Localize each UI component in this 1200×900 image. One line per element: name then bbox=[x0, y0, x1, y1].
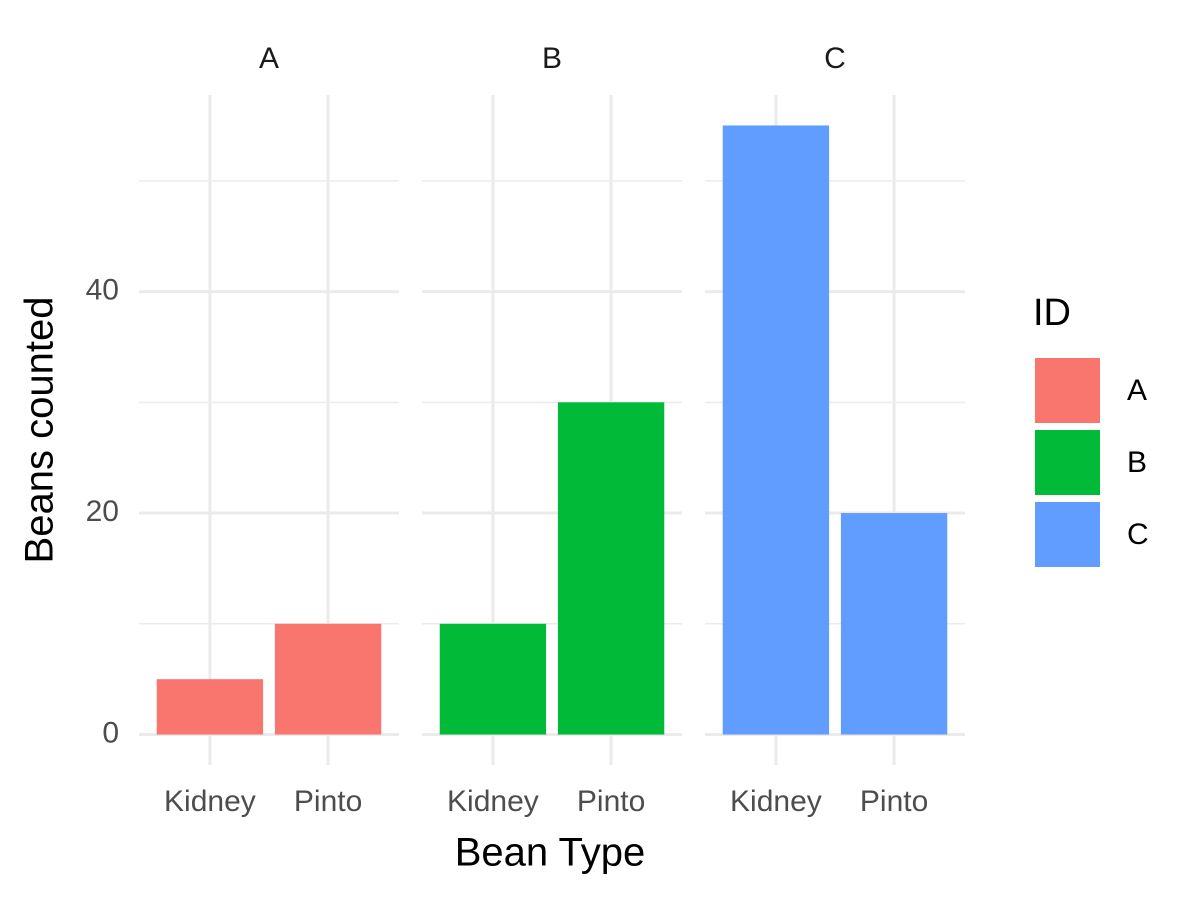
x-axis-title: Bean Type bbox=[455, 831, 646, 875]
legend-label: A bbox=[1127, 374, 1147, 407]
legend-label: B bbox=[1127, 446, 1147, 479]
x-tick-label: Kidney bbox=[164, 785, 256, 818]
y-tick-label: 0 bbox=[102, 716, 119, 749]
legend-title: ID bbox=[1033, 292, 1071, 334]
bar bbox=[557, 402, 665, 735]
bar bbox=[156, 679, 264, 735]
facet-title: A bbox=[259, 42, 279, 75]
legend-key bbox=[1035, 430, 1100, 495]
y-tick-label: 20 bbox=[86, 495, 119, 528]
legend-key bbox=[1035, 358, 1100, 423]
facet-title: C bbox=[824, 42, 846, 75]
x-tick-label: Pinto bbox=[860, 785, 928, 818]
y-tick-label: 40 bbox=[86, 273, 119, 306]
facet-title: B bbox=[542, 42, 562, 75]
bar bbox=[722, 125, 830, 735]
legend-key bbox=[1035, 502, 1100, 567]
bar bbox=[840, 513, 948, 735]
x-tick-label: Kidney bbox=[447, 785, 539, 818]
x-tick-label: Pinto bbox=[294, 785, 362, 818]
x-tick-label: Pinto bbox=[577, 785, 645, 818]
bar bbox=[439, 623, 547, 735]
legend-label: C bbox=[1127, 518, 1149, 551]
y-axis-title: Beans counted bbox=[18, 297, 62, 564]
x-tick-label: Kidney bbox=[730, 785, 822, 818]
bar bbox=[274, 623, 382, 735]
